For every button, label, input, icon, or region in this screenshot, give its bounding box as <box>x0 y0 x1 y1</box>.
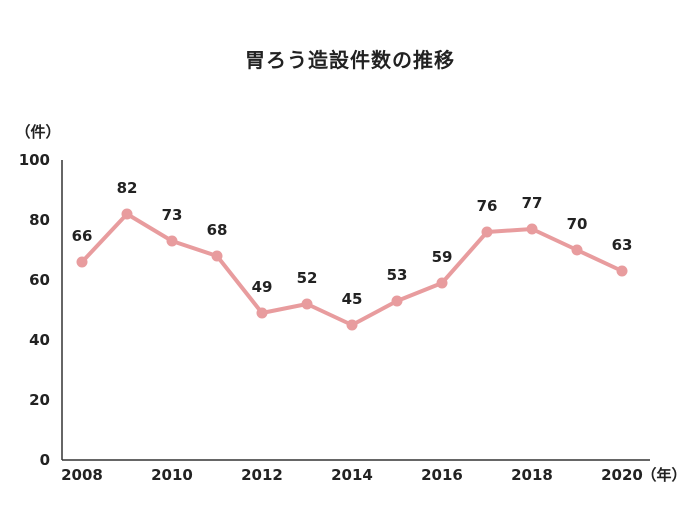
y-tick-label: 60 <box>29 271 50 289</box>
y-tick-label: 20 <box>29 391 50 409</box>
data-label: 68 <box>207 221 228 239</box>
data-point <box>166 235 178 247</box>
data-point <box>76 256 88 268</box>
data-label: 82 <box>117 179 138 197</box>
data-label: 76 <box>477 197 498 215</box>
data-point <box>616 265 628 277</box>
data-point <box>526 223 538 235</box>
series-line <box>80 212 624 327</box>
data-label: 52 <box>297 269 318 287</box>
data-point <box>211 250 223 262</box>
data-label: 73 <box>162 206 183 224</box>
data-point <box>256 307 268 319</box>
x-tick-label: 2010 <box>151 466 193 484</box>
x-tick-label: 2018 <box>511 466 553 484</box>
y-tick-label: 100 <box>19 151 50 169</box>
data-label: 59 <box>432 248 453 266</box>
data-point <box>391 295 403 307</box>
data-label: 63 <box>612 236 633 254</box>
data-label: 77 <box>522 194 543 212</box>
x-tick-label: 2012 <box>241 466 283 484</box>
data-point <box>346 319 358 331</box>
x-tick-label: 2016 <box>421 466 463 484</box>
data-label: 53 <box>387 266 408 284</box>
y-tick-label: 80 <box>29 211 50 229</box>
data-label: 49 <box>252 278 273 296</box>
data-label: 70 <box>567 215 588 233</box>
y-tick-label: 40 <box>29 331 50 349</box>
data-point <box>436 277 448 289</box>
data-point <box>481 226 493 238</box>
data-label: 45 <box>342 290 363 308</box>
data-point <box>571 244 583 256</box>
x-tick-label: 2020 <box>601 466 643 484</box>
data-point <box>121 208 133 220</box>
y-tick-label: 0 <box>40 451 50 469</box>
y-axis-unit: （件） <box>15 123 60 141</box>
x-tick-label: 2008 <box>61 466 103 484</box>
data-label: 66 <box>72 227 93 245</box>
data-point <box>301 298 313 310</box>
x-axis-unit: （年） <box>641 466 686 484</box>
x-tick-label: 2014 <box>331 466 373 484</box>
chart-title: 胃ろう造設件数の推移 <box>245 48 455 72</box>
